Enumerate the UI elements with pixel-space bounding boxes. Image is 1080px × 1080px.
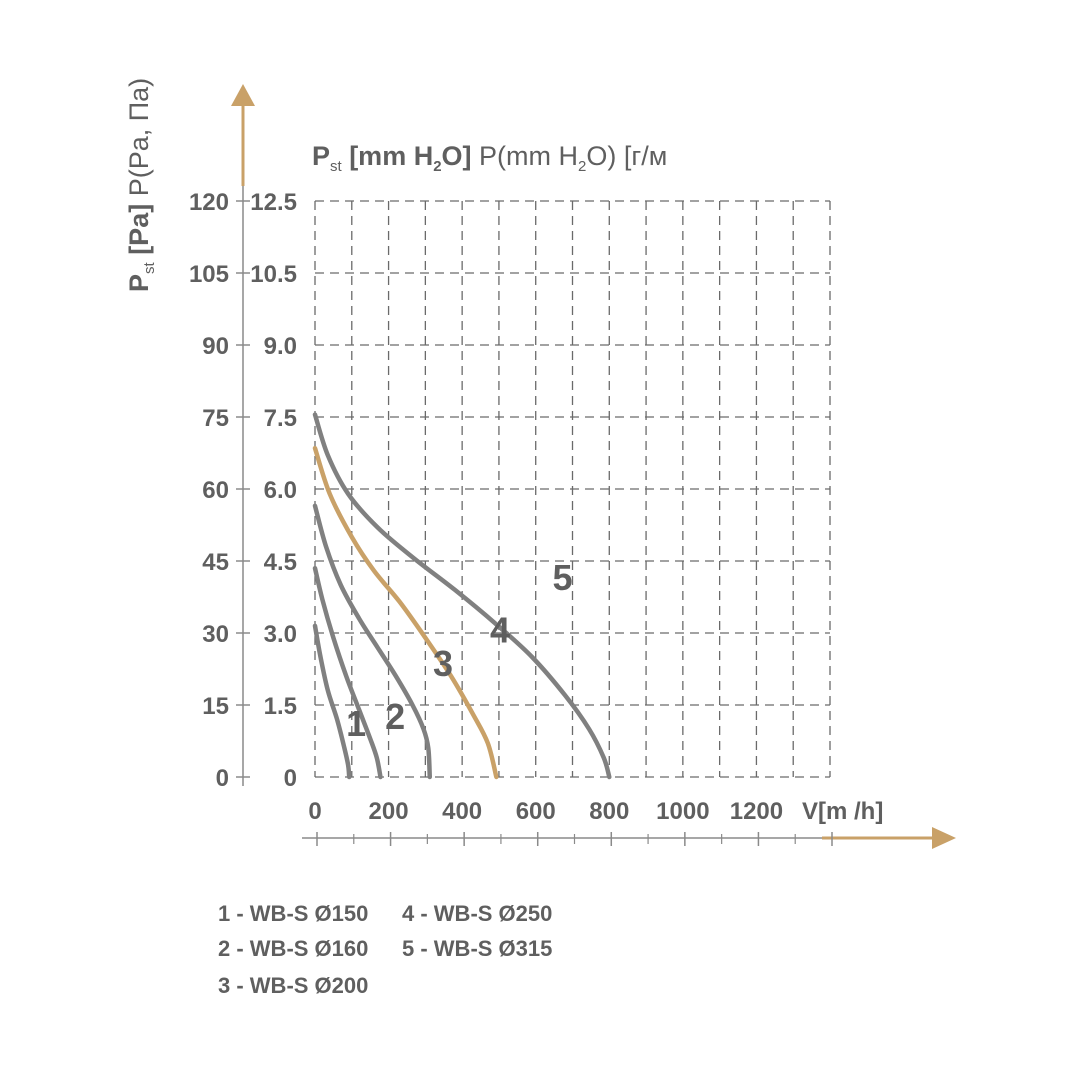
y-axis-arrow-head	[231, 84, 255, 106]
x-tick-3: 600	[516, 798, 556, 825]
y-tick-pa-6: 90	[202, 333, 229, 360]
curve-label-3: 3	[433, 643, 453, 684]
curve-label-1: 1	[346, 703, 366, 744]
y2-title-extra-sub: 2	[578, 158, 586, 175]
y2-title-unit-end: O]	[442, 141, 472, 171]
y-title-sub: st	[141, 261, 158, 274]
y-axis-title-mm: Pst [mm H2O] P(mm H2O) [г/м	[312, 141, 667, 175]
y-tick-mm-3: 4.5	[264, 549, 297, 576]
y-tick-pa-2: 30	[202, 621, 229, 648]
y-tick-mm-1: 1.5	[264, 693, 297, 720]
curve-4	[312, 445, 499, 780]
y2-title-sub: st	[330, 158, 343, 175]
legend: 1 - WB-S Ø150 2 - WB-S Ø160 3 - WB-S Ø20…	[218, 901, 552, 998]
legend-item-1: 1 - WB-S Ø150	[218, 901, 368, 926]
x-tick-2: 400	[442, 798, 482, 825]
x-tick-6: 1200	[730, 798, 783, 825]
x-tick-labels: 0 200 400 600 800 1000 1200	[308, 798, 783, 825]
y-title-main: P	[124, 274, 154, 292]
legend-item-3: 3 - WB-S Ø200	[218, 973, 368, 998]
grid-lines	[314, 200, 831, 778]
curve-label-2: 2	[385, 696, 405, 737]
curve-3	[312, 503, 433, 780]
y-tick-mm-0: 0	[284, 765, 297, 792]
y-tick-mm-5: 7.5	[264, 405, 297, 432]
y2-title-extra: P(mm H	[472, 141, 578, 171]
y-tick-pa-5: 75	[202, 405, 229, 432]
y-tick-pa-1: 15	[202, 693, 229, 720]
y-axis-title-pa: Pst [Pa] P(Pa, Па)	[124, 78, 158, 292]
y-tick-pa-3: 45	[202, 549, 229, 576]
y2-title-unit: [mm H	[342, 141, 434, 171]
curve-label-5: 5	[553, 557, 573, 598]
x-tick-0: 0	[308, 798, 321, 825]
x-axis-arrow-head	[932, 827, 956, 849]
x-tick-4: 800	[589, 798, 629, 825]
x-axis-title: V[m /h]	[802, 798, 883, 825]
y-tick-mm-2: 3.0	[264, 621, 297, 648]
y-tick-mm-7: 10.5	[250, 261, 297, 288]
y-tick-pa-0: 0	[216, 765, 229, 792]
curve-labels: 1 234 5	[346, 557, 572, 744]
y-title-unit: [Pa]	[124, 204, 154, 263]
curve-5	[312, 412, 612, 780]
x-tick-5: 1000	[656, 798, 709, 825]
y-tick-mm-6: 9.0	[264, 333, 297, 360]
curve-label-4: 4	[490, 610, 510, 651]
axes	[231, 84, 956, 849]
curve-2	[312, 565, 383, 780]
y2-title-extra-end: O) [г/м	[586, 141, 667, 171]
curve-1	[312, 623, 352, 780]
legend-item-2: 2 - WB-S Ø160	[218, 936, 368, 961]
y-tick-pa-4: 60	[202, 477, 229, 504]
y-tick-pa-8: 120	[189, 189, 229, 216]
y-tick-pa-7: 105	[189, 261, 229, 288]
y2-title-unit-sub: 2	[433, 158, 441, 175]
legend-item-5: 5 - WB-S Ø315	[402, 936, 552, 961]
x-tick-1: 200	[369, 798, 409, 825]
y-title-extra: P(Pa, Па)	[124, 78, 154, 204]
y-tick-labels: 0 0 15 1.5 30 3.0 45 4.5 60 6.0 75 7.5 90 9.0 105 10.5 1…	[189, 189, 297, 792]
y-tick-mm-4: 6.0	[264, 477, 297, 504]
curves	[312, 412, 612, 780]
y-tick-mm-8: 12.5	[250, 189, 297, 216]
y2-title-main: P	[312, 141, 330, 171]
legend-item-4: 4 - WB-S Ø250	[402, 901, 552, 926]
